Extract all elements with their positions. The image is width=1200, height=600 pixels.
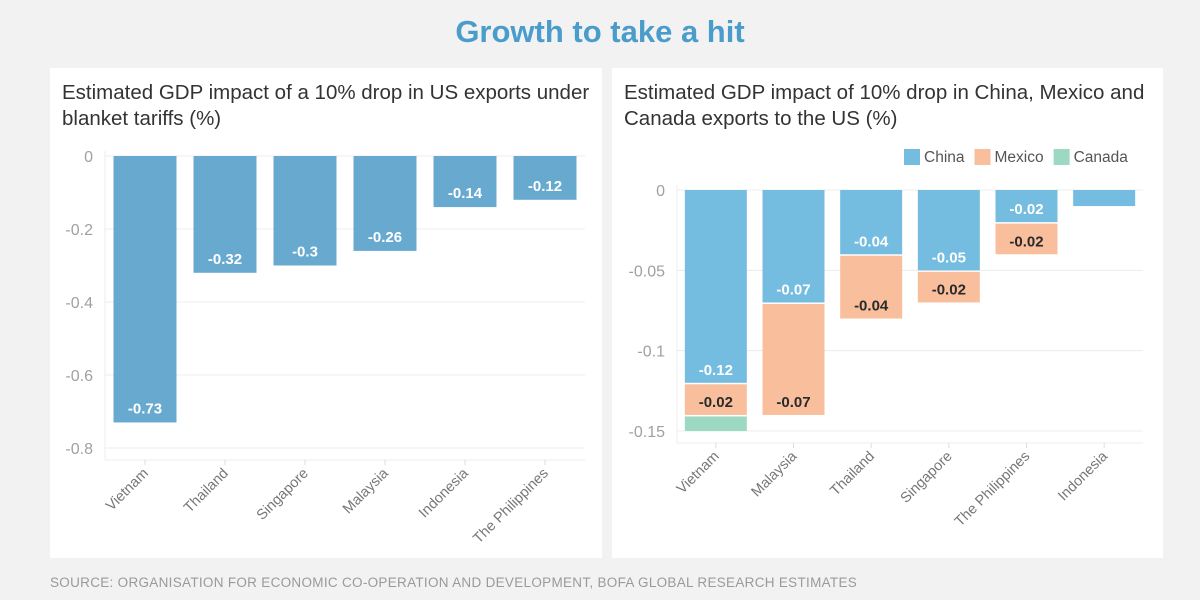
x-tick-label: Singapore	[254, 466, 312, 524]
data-label: -0.07	[776, 394, 810, 411]
data-label: -0.02	[699, 394, 733, 411]
bar-segment-mexico	[762, 303, 825, 415]
y-tick-label: -0.2	[65, 222, 93, 239]
bar-segment-china	[1073, 190, 1136, 207]
data-label: -0.12	[528, 178, 562, 195]
data-label: -0.3	[292, 244, 318, 261]
legend-swatch-canada	[1053, 149, 1070, 165]
legend-swatch-china	[904, 149, 920, 165]
x-tick-label: Thailand	[181, 466, 232, 517]
data-label: -0.02	[932, 281, 966, 298]
y-tick-label: -0.1	[637, 344, 665, 361]
legend-label-mexico: Mexico	[995, 149, 1044, 166]
bar	[513, 156, 577, 200]
x-tick-label: Singapore	[898, 449, 956, 507]
page-title: Growth to take a hit	[455, 14, 745, 49]
bar	[273, 156, 337, 266]
legend-label-canada: Canada	[1074, 149, 1129, 166]
x-tick-label: Malaysia	[340, 465, 392, 517]
bar-segment-canada	[684, 416, 747, 431]
bar-segment-mexico	[684, 384, 747, 415]
y-tick-label: -0.6	[65, 368, 93, 385]
y-tick-label: 0	[656, 183, 665, 200]
x-tick-label: Thailand	[827, 449, 878, 500]
data-label: -0.04	[854, 233, 889, 250]
bar-segment-mexico	[995, 223, 1058, 255]
bar-segment-china	[684, 190, 747, 383]
data-label: -0.12	[699, 362, 733, 379]
y-tick-label: -0.4	[65, 295, 93, 312]
bar	[193, 156, 257, 273]
bar	[113, 156, 177, 423]
data-label: -0.32	[208, 251, 242, 268]
legend-swatch-mexico	[974, 149, 991, 165]
data-label: -0.04	[854, 298, 889, 315]
data-label: -0.73	[128, 400, 162, 417]
x-tick-label: The Philippines	[952, 449, 1033, 530]
y-tick-label: -0.05	[629, 263, 666, 280]
y-tick-label: 0	[84, 149, 93, 166]
data-label: -0.07	[776, 281, 810, 298]
x-tick-label: Indonesia	[1055, 448, 1111, 504]
bar-segment-china	[762, 190, 825, 303]
data-label: -0.26	[368, 229, 402, 246]
bar	[353, 156, 417, 251]
x-tick-label: Malaysia	[749, 448, 801, 500]
bar-segment-china	[840, 190, 903, 255]
bar	[433, 156, 497, 208]
x-tick-label: Indonesia	[416, 465, 472, 521]
bar-segment-china	[995, 190, 1058, 223]
data-label: -0.14	[448, 185, 483, 202]
source-note: SOURCE: ORGANISATION FOR ECONOMIC CO-OPE…	[50, 575, 858, 590]
x-tick-label: Vietnam	[103, 466, 152, 515]
bar-segment-china	[917, 190, 980, 271]
data-label: -0.05	[932, 249, 966, 266]
bar-segment-mexico	[840, 255, 903, 319]
bar-segment-mexico	[917, 271, 980, 303]
chart-title: Estimated GDP impact of a 10% drop in US…	[62, 81, 590, 130]
x-tick-label: The Philippines	[470, 466, 551, 547]
data-label: -0.02	[1009, 201, 1043, 218]
y-tick-label: -0.15	[629, 424, 666, 441]
chart-title: Estimated GDP impact of 10% drop in Chin…	[624, 81, 1145, 130]
y-tick-label: -0.8	[65, 441, 93, 458]
x-tick-label: Vietnam	[674, 449, 723, 498]
data-label: -0.02	[1009, 233, 1043, 250]
legend-label-china: China	[924, 149, 965, 166]
